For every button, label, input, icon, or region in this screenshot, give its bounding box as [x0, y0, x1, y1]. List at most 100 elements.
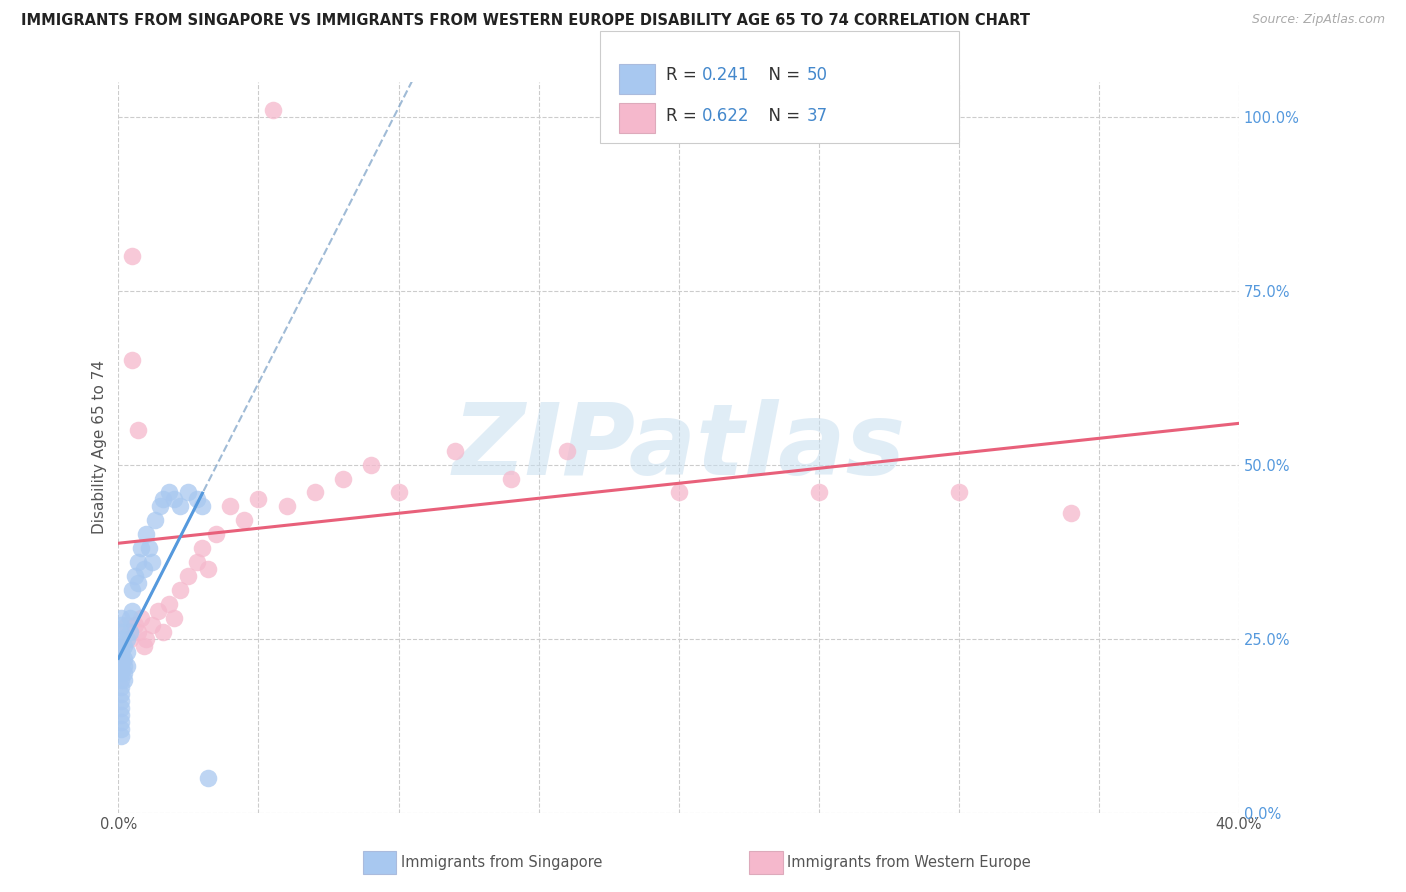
- Point: [169, 582, 191, 597]
- Point: [141, 555, 163, 569]
- Point: [262, 103, 284, 117]
- Text: 37: 37: [807, 107, 828, 125]
- Point: [110, 610, 132, 624]
- Point: [110, 715, 132, 730]
- Point: [118, 624, 141, 639]
- Point: [197, 771, 219, 785]
- Point: [186, 555, 208, 569]
- Point: [191, 541, 214, 555]
- Point: [135, 632, 157, 646]
- Text: N =: N =: [758, 107, 806, 125]
- Point: [110, 687, 132, 701]
- Point: [118, 632, 141, 646]
- Point: [152, 624, 174, 639]
- Point: [110, 639, 132, 653]
- Point: [112, 659, 135, 673]
- Text: 50: 50: [807, 66, 828, 84]
- Point: [115, 617, 138, 632]
- Point: [110, 632, 132, 646]
- Point: [332, 471, 354, 485]
- Point: [112, 652, 135, 666]
- Point: [276, 500, 298, 514]
- Point: [152, 492, 174, 507]
- Point: [121, 353, 143, 368]
- Y-axis label: Disability Age 65 to 74: Disability Age 65 to 74: [93, 360, 107, 534]
- Point: [110, 722, 132, 736]
- Point: [110, 729, 132, 743]
- Point: [112, 666, 135, 681]
- Point: [132, 562, 155, 576]
- Point: [127, 423, 149, 437]
- Point: [138, 541, 160, 555]
- Point: [143, 513, 166, 527]
- Point: [121, 604, 143, 618]
- Point: [110, 652, 132, 666]
- Point: [186, 492, 208, 507]
- Point: [163, 610, 186, 624]
- Point: [115, 659, 138, 673]
- Point: [110, 681, 132, 695]
- Text: Source: ZipAtlas.com: Source: ZipAtlas.com: [1251, 13, 1385, 27]
- Point: [499, 471, 522, 485]
- Point: [247, 492, 270, 507]
- Text: N =: N =: [758, 66, 806, 84]
- Point: [110, 666, 132, 681]
- Point: [668, 485, 690, 500]
- Point: [110, 673, 132, 688]
- Text: IMMIGRANTS FROM SINGAPORE VS IMMIGRANTS FROM WESTERN EUROPE DISABILITY AGE 65 TO: IMMIGRANTS FROM SINGAPORE VS IMMIGRANTS …: [21, 13, 1031, 29]
- Text: ZIPatlas: ZIPatlas: [453, 399, 905, 496]
- Point: [115, 645, 138, 659]
- Point: [110, 694, 132, 708]
- Point: [177, 569, 200, 583]
- Point: [157, 485, 180, 500]
- Text: 0.622: 0.622: [702, 107, 749, 125]
- Point: [157, 597, 180, 611]
- Point: [360, 458, 382, 472]
- Point: [110, 645, 132, 659]
- Point: [110, 701, 132, 715]
- Point: [948, 485, 970, 500]
- Text: R =: R =: [666, 107, 703, 125]
- Point: [191, 500, 214, 514]
- Point: [177, 485, 200, 500]
- Point: [124, 569, 146, 583]
- Point: [127, 624, 149, 639]
- Point: [112, 673, 135, 688]
- Point: [127, 575, 149, 590]
- Point: [110, 708, 132, 723]
- Point: [124, 617, 146, 632]
- Text: R =: R =: [666, 66, 703, 84]
- Point: [112, 639, 135, 653]
- Text: 0.241: 0.241: [702, 66, 749, 84]
- Point: [135, 527, 157, 541]
- Point: [233, 513, 256, 527]
- Point: [110, 652, 132, 666]
- Text: Immigrants from Western Europe: Immigrants from Western Europe: [787, 855, 1031, 870]
- Point: [118, 610, 141, 624]
- Point: [807, 485, 830, 500]
- Point: [110, 617, 132, 632]
- Point: [387, 485, 409, 500]
- Point: [146, 604, 169, 618]
- Point: [121, 249, 143, 263]
- Text: Immigrants from Singapore: Immigrants from Singapore: [401, 855, 602, 870]
- Point: [132, 639, 155, 653]
- Point: [443, 443, 465, 458]
- Point: [121, 582, 143, 597]
- Point: [163, 492, 186, 507]
- Point: [304, 485, 326, 500]
- Point: [219, 500, 242, 514]
- Point: [197, 562, 219, 576]
- Point: [205, 527, 228, 541]
- Point: [1060, 506, 1083, 520]
- Point: [149, 500, 172, 514]
- Point: [110, 624, 132, 639]
- Point: [169, 500, 191, 514]
- Point: [110, 645, 132, 659]
- Point: [555, 443, 578, 458]
- Point: [129, 541, 152, 555]
- Point: [115, 632, 138, 646]
- Point: [129, 610, 152, 624]
- Point: [127, 555, 149, 569]
- Point: [110, 659, 132, 673]
